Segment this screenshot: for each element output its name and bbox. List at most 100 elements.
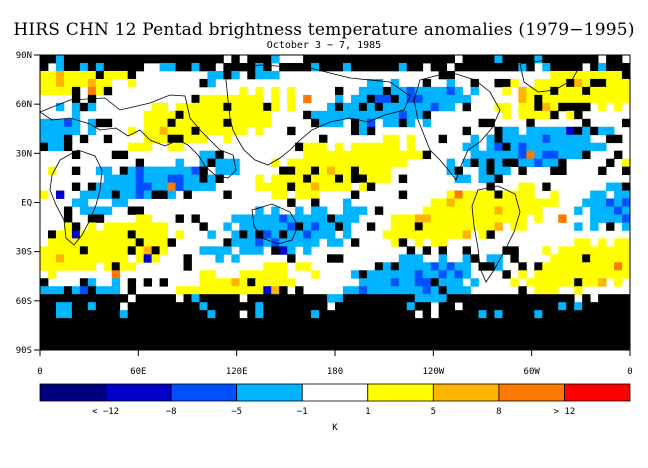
- anomaly-cell: [79, 78, 89, 88]
- anomaly-cell: [350, 118, 360, 128]
- anomaly-cell: [614, 302, 623, 311]
- anomaly-cell: [542, 278, 551, 287]
- anomaly-cell: [494, 334, 503, 343]
- anomaly-cell: [358, 342, 368, 351]
- anomaly-cell: [327, 294, 336, 303]
- anomaly-cell: [295, 310, 304, 319]
- anomaly-cell: [494, 318, 503, 327]
- anomaly-cell: [191, 326, 200, 335]
- anomaly-cell: [542, 342, 551, 351]
- anomaly-cell: [119, 334, 129, 343]
- anomaly-cell: [87, 190, 97, 199]
- anomaly-cell: [40, 246, 49, 255]
- anomaly-cell: [550, 102, 559, 112]
- anomaly-cell: [486, 342, 495, 351]
- anomaly-cell: [518, 62, 527, 72]
- anomaly-cell: [71, 294, 81, 303]
- anomaly-cell: [542, 334, 551, 343]
- anomaly-cell: [95, 334, 105, 343]
- anomaly-cell: [350, 166, 360, 175]
- anomaly-cell: [398, 262, 408, 271]
- anomaly-cell: [159, 166, 168, 175]
- anomaly-cell: [255, 238, 264, 247]
- anomaly-cell: [566, 70, 575, 80]
- anomaly-cell: [167, 182, 176, 191]
- anomaly-cell: [414, 102, 424, 112]
- anomaly-cell: [159, 126, 168, 136]
- anomaly-cell: [494, 55, 503, 64]
- anomaly-cell: [335, 326, 344, 335]
- anomaly-cell: [263, 342, 272, 351]
- anomaly-cell: [454, 230, 463, 239]
- anomaly-cell: [438, 286, 448, 295]
- anomaly-cell: [279, 262, 288, 271]
- anomaly-cell: [382, 302, 392, 311]
- anomaly-cell: [358, 286, 368, 295]
- colorbar-label: −1: [297, 407, 308, 417]
- anomaly-cell: [295, 262, 304, 271]
- anomaly-cell: [231, 94, 240, 104]
- anomaly-cell: [287, 326, 296, 335]
- anomaly-cell: [303, 55, 312, 64]
- anomaly-cell: [566, 86, 575, 96]
- anomaly-cell: [582, 134, 591, 144]
- anomaly-cell: [398, 190, 408, 199]
- anomaly-cell: [239, 334, 248, 343]
- anomaly-cell: [263, 302, 272, 311]
- anomaly-cell: [478, 55, 487, 64]
- anomaly-cell: [358, 166, 368, 175]
- anomaly-cell: [151, 118, 160, 128]
- anomaly-cell: [486, 182, 495, 191]
- anomaly-cell: [614, 94, 623, 104]
- anomaly-cell: [470, 142, 479, 152]
- anomaly-cell: [119, 246, 129, 255]
- anomaly-cell: [390, 102, 400, 112]
- anomaly-cell: [271, 55, 280, 64]
- anomaly-cell: [398, 254, 408, 263]
- anomaly-cell: [398, 334, 408, 343]
- anomaly-cell: [446, 270, 455, 279]
- anomaly-cell: [510, 134, 519, 144]
- anomaly-cell: [87, 302, 97, 311]
- anomaly-cell: [574, 78, 583, 88]
- anomaly-cell: [374, 334, 384, 343]
- anomaly-cell: [151, 55, 160, 64]
- anomaly-cell: [167, 318, 176, 327]
- anomaly-cell: [446, 94, 455, 104]
- anomaly-cell: [542, 246, 551, 255]
- anomaly-cell: [462, 302, 471, 311]
- anomaly-cell: [430, 238, 440, 247]
- anomaly-cell: [374, 78, 384, 88]
- anomaly-cell: [199, 150, 208, 160]
- anomaly-cell: [239, 222, 248, 231]
- anomaly-cell: [215, 278, 224, 287]
- anomaly-cell: [40, 142, 49, 152]
- anomaly-cell: [518, 182, 527, 191]
- anomaly-cell: [398, 102, 408, 112]
- anomaly-cell: [502, 150, 511, 160]
- anomaly-cell: [87, 278, 97, 287]
- anomaly-cell: [574, 206, 583, 215]
- anomaly-cell: [398, 294, 408, 303]
- anomaly-cell: [398, 62, 408, 72]
- anomaly-cell: [40, 286, 49, 295]
- anomaly-cell: [446, 302, 455, 311]
- anomaly-cell: [406, 326, 416, 335]
- anomaly-cell: [311, 310, 320, 319]
- anomaly-cell: [135, 238, 145, 247]
- anomaly-cell: [199, 118, 208, 128]
- anomaly-cell: [167, 110, 176, 120]
- anomaly-cell: [55, 286, 65, 295]
- anomaly-cell: [247, 55, 256, 64]
- anomaly-cell: [63, 286, 73, 295]
- anomaly-cell: [614, 190, 623, 199]
- anomaly-cell: [191, 286, 200, 295]
- anomaly-cell: [382, 86, 392, 96]
- anomaly-cell: [127, 126, 137, 136]
- anomaly-cell: [295, 182, 304, 191]
- anomaly-cell: [47, 86, 57, 96]
- anomaly-cell: [438, 278, 448, 287]
- anomaly-cell: [614, 102, 623, 112]
- anomaly-cell: [327, 55, 336, 64]
- anomaly-cell: [422, 214, 432, 223]
